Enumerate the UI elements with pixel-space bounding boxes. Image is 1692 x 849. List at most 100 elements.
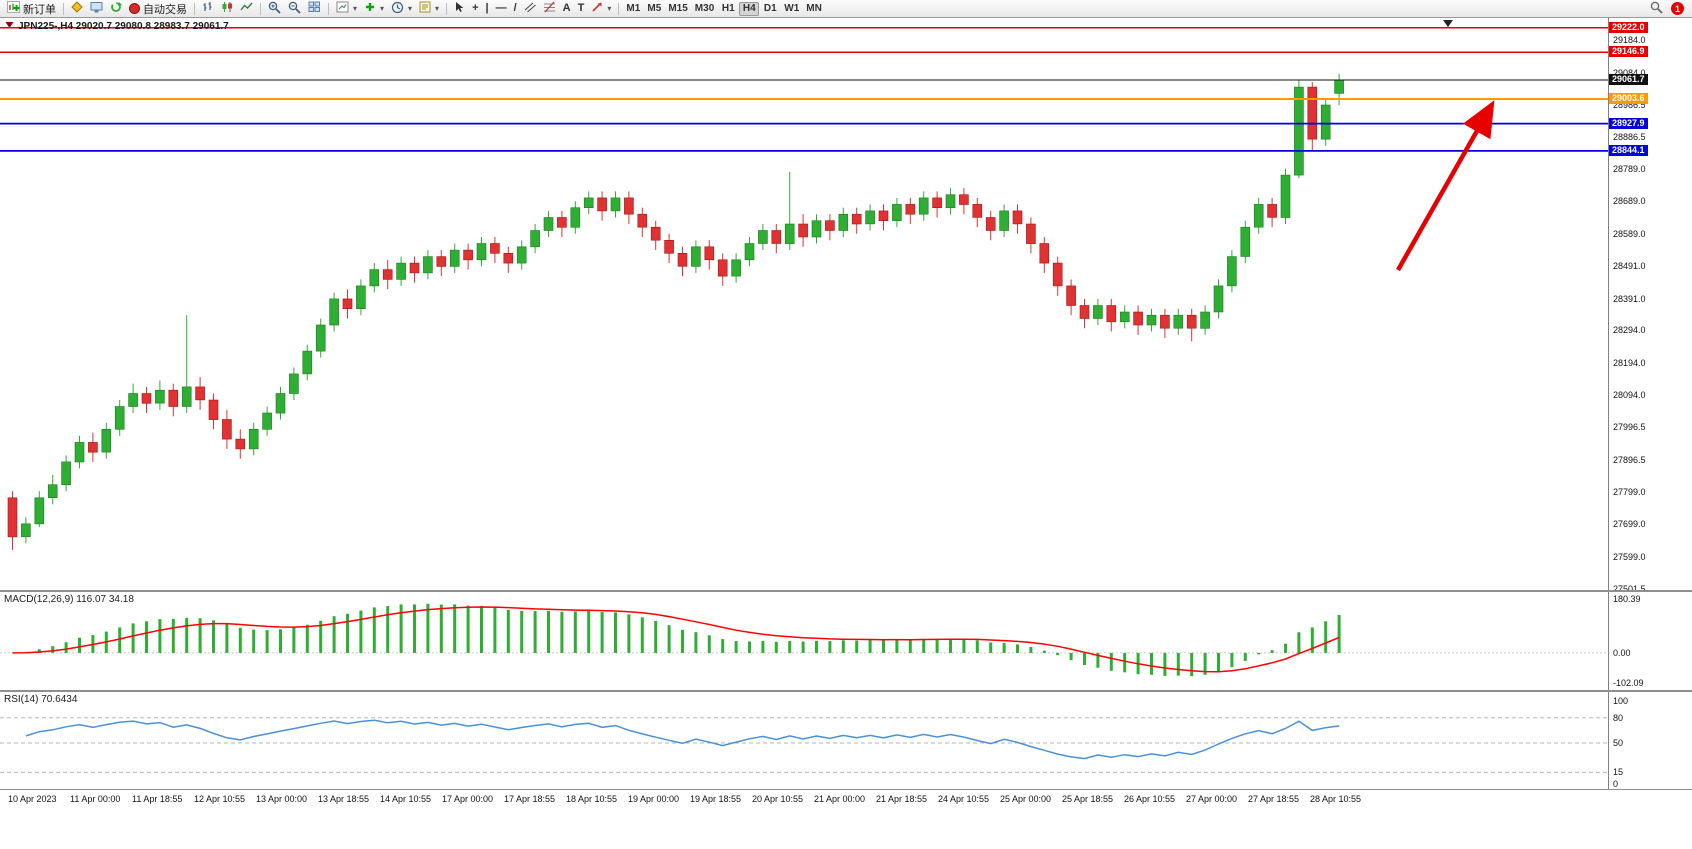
terminal-icon — [90, 1, 103, 16]
bar-chart-button[interactable] — [199, 1, 217, 16]
line-chart-button[interactable] — [237, 1, 256, 16]
bottom-filler — [0, 810, 1692, 848]
indicators-icon — [364, 1, 376, 16]
timeframe-w1[interactable]: W1 — [781, 2, 802, 16]
trendline-tool-button[interactable]: / — [511, 1, 520, 16]
cursor-tool-button[interactable] — [451, 1, 468, 16]
time-axis-label: 17 Apr 00:00 — [442, 794, 494, 804]
toolbar-separator — [63, 2, 64, 15]
zoom-in-icon — [268, 1, 281, 17]
time-axis-label: 11 Apr 18:55 — [132, 794, 183, 804]
toolbar-separator — [618, 2, 620, 15]
new-order-button[interactable]: 新订单 — [4, 1, 59, 16]
time-axis-label: 27 Apr 00:00 — [1186, 794, 1238, 804]
tile-windows-button[interactable] — [305, 1, 324, 16]
timeframe-m30[interactable]: M30 — [692, 2, 717, 16]
macd-label: MACD(12,26,9) 116.07 34.18 — [4, 594, 134, 605]
rsi-chart — [0, 717, 1608, 773]
metaeditor-icon — [71, 1, 83, 16]
time-axis-label: 25 Apr 18:55 — [1062, 794, 1114, 804]
new-chart-icon — [336, 1, 349, 16]
indicators-button[interactable]: ▾ — [361, 1, 387, 16]
one-click-trading-toggle-icon[interactable] — [5, 21, 14, 32]
time-axis-label: 19 Apr 00:00 — [628, 794, 680, 804]
fibonacci-tool-button[interactable] — [540, 1, 559, 16]
crosshair-icon: + — [472, 2, 479, 14]
crosshair-tool-button[interactable]: + — [469, 1, 481, 16]
autotrading-button[interactable]: 自动交易 — [126, 1, 190, 16]
time-axis-label: 21 Apr 00:00 — [814, 794, 866, 804]
vertical-line-tool-button[interactable]: | — [483, 1, 492, 16]
macd-axis-max: 180.39 — [1613, 594, 1641, 604]
dropdown-caret-icon: ▾ — [353, 4, 358, 13]
notification-badge[interactable]: 1 — [1671, 2, 1684, 15]
macd-axis: 180.39 0.00 -102.09 — [1608, 592, 1692, 690]
rsi-axis-15: 15 — [1613, 767, 1624, 777]
zoom-out-button[interactable] — [285, 1, 304, 16]
time-axis[interactable]: 10 Apr 2023 11 Apr 00:00 11 Apr 18:55 12 Ap… — [0, 790, 1608, 810]
text-tool-button[interactable]: A — [560, 1, 574, 16]
time-axis-label: 13 Apr 00:00 — [256, 794, 308, 804]
periods-clock-icon — [391, 1, 404, 17]
timeframe-m1[interactable]: M1 — [623, 2, 643, 16]
rsi-axis-0: 0 — [1613, 779, 1619, 789]
time-axis-label: 18 Apr 10:55 — [566, 794, 618, 804]
time-axis-label: 24 Apr 10:55 — [938, 794, 990, 804]
time-axis-label: 14 Apr 10:55 — [380, 794, 432, 804]
strategy-tester-button[interactable] — [107, 1, 125, 16]
channel-tool-button[interactable] — [521, 1, 539, 16]
line-chart-icon — [240, 1, 253, 16]
time-axis-label: 27 Apr 18:55 — [1248, 794, 1300, 804]
horizontal-line-tool-button[interactable]: — — [493, 1, 510, 16]
toolbar-separator — [446, 2, 448, 15]
candlestick-chart-button[interactable] — [218, 1, 236, 16]
timeframe-d1[interactable]: D1 — [760, 2, 780, 16]
horizontal-line-icon: — — [495, 2, 507, 14]
new-chart-button[interactable]: ▾ — [333, 1, 360, 16]
autotrading-status-icon — [129, 3, 140, 14]
main-chart-plot[interactable]: JPN225-,H4 29020.7 29080.8 28983.7 29061… — [0, 18, 1608, 590]
macd-plot[interactable]: MACD(12,26,9) 116.07 34.18 — [0, 592, 1608, 690]
time-axis-label: 13 Apr 18:55 — [318, 794, 370, 804]
price-tick-label: 28886.5 — [1613, 132, 1646, 143]
price-tick-label: 27799.0 — [1613, 486, 1646, 497]
timeframe-m15[interactable]: M15 — [665, 2, 690, 16]
timeframe-mn[interactable]: MN — [803, 2, 825, 16]
vertical-line-icon: | — [485, 2, 489, 14]
time-axis-row: 10 Apr 2023 11 Apr 00:00 11 Apr 18:55 12 Ap… — [0, 790, 1692, 810]
text-label-tool-button[interactable]: T — [575, 1, 588, 16]
search-icon — [1650, 1, 1663, 17]
candlestick-chart-icon — [221, 1, 233, 16]
main-chart-pane: JPN225-,H4 29020.7 29080.8 28983.7 29061… — [0, 18, 1692, 592]
price-badge: 28927.9 — [1609, 117, 1648, 129]
arrows-tool-button[interactable]: ▾ — [588, 1, 614, 16]
rsi-axis-100: 100 — [1613, 696, 1629, 706]
timeframe-m5[interactable]: M5 — [644, 2, 664, 16]
time-axis-label: 21 Apr 18:55 — [876, 794, 928, 804]
rsi-axis-80: 80 — [1613, 713, 1624, 723]
time-axis-label: 28 Apr 10:55 — [1310, 794, 1362, 804]
price-tick-label: 27996.5 — [1613, 422, 1646, 433]
macd-axis-min: -102.09 — [1613, 678, 1644, 688]
price-tick-label: 28986.5 — [1613, 99, 1646, 110]
periods-button[interactable]: ▾ — [388, 1, 415, 16]
zoom-out-icon — [288, 1, 301, 17]
price-badge: 29146.9 — [1609, 46, 1648, 58]
strategy-tester-icon — [110, 1, 122, 16]
rsi-plot[interactable]: RSI(14) 70.6434 — [0, 692, 1608, 789]
metaeditor-button[interactable] — [68, 1, 86, 16]
rsi-pane: RSI(14) 70.6434 100 80 50 15 0 — [0, 692, 1692, 790]
search-button[interactable] — [1647, 1, 1666, 16]
main-price-axis: 29184.0 29084.0 28986.5 28886.5 28789.0 28689… — [1608, 18, 1692, 590]
dropdown-caret-icon: ▾ — [607, 4, 612, 13]
price-badge: 28844.1 — [1609, 144, 1648, 156]
timeframe-h4[interactable]: H4 — [739, 1, 760, 16]
time-axis-label: 25 Apr 00:00 — [1000, 794, 1052, 804]
candlestick-chart[interactable] — [0, 18, 1608, 590]
templates-button[interactable]: ▾ — [416, 1, 442, 16]
terminal-button[interactable] — [87, 1, 106, 16]
timeframe-h1[interactable]: H1 — [718, 2, 738, 16]
zoom-in-button[interactable] — [265, 1, 284, 16]
text-label-icon: T — [577, 2, 585, 14]
